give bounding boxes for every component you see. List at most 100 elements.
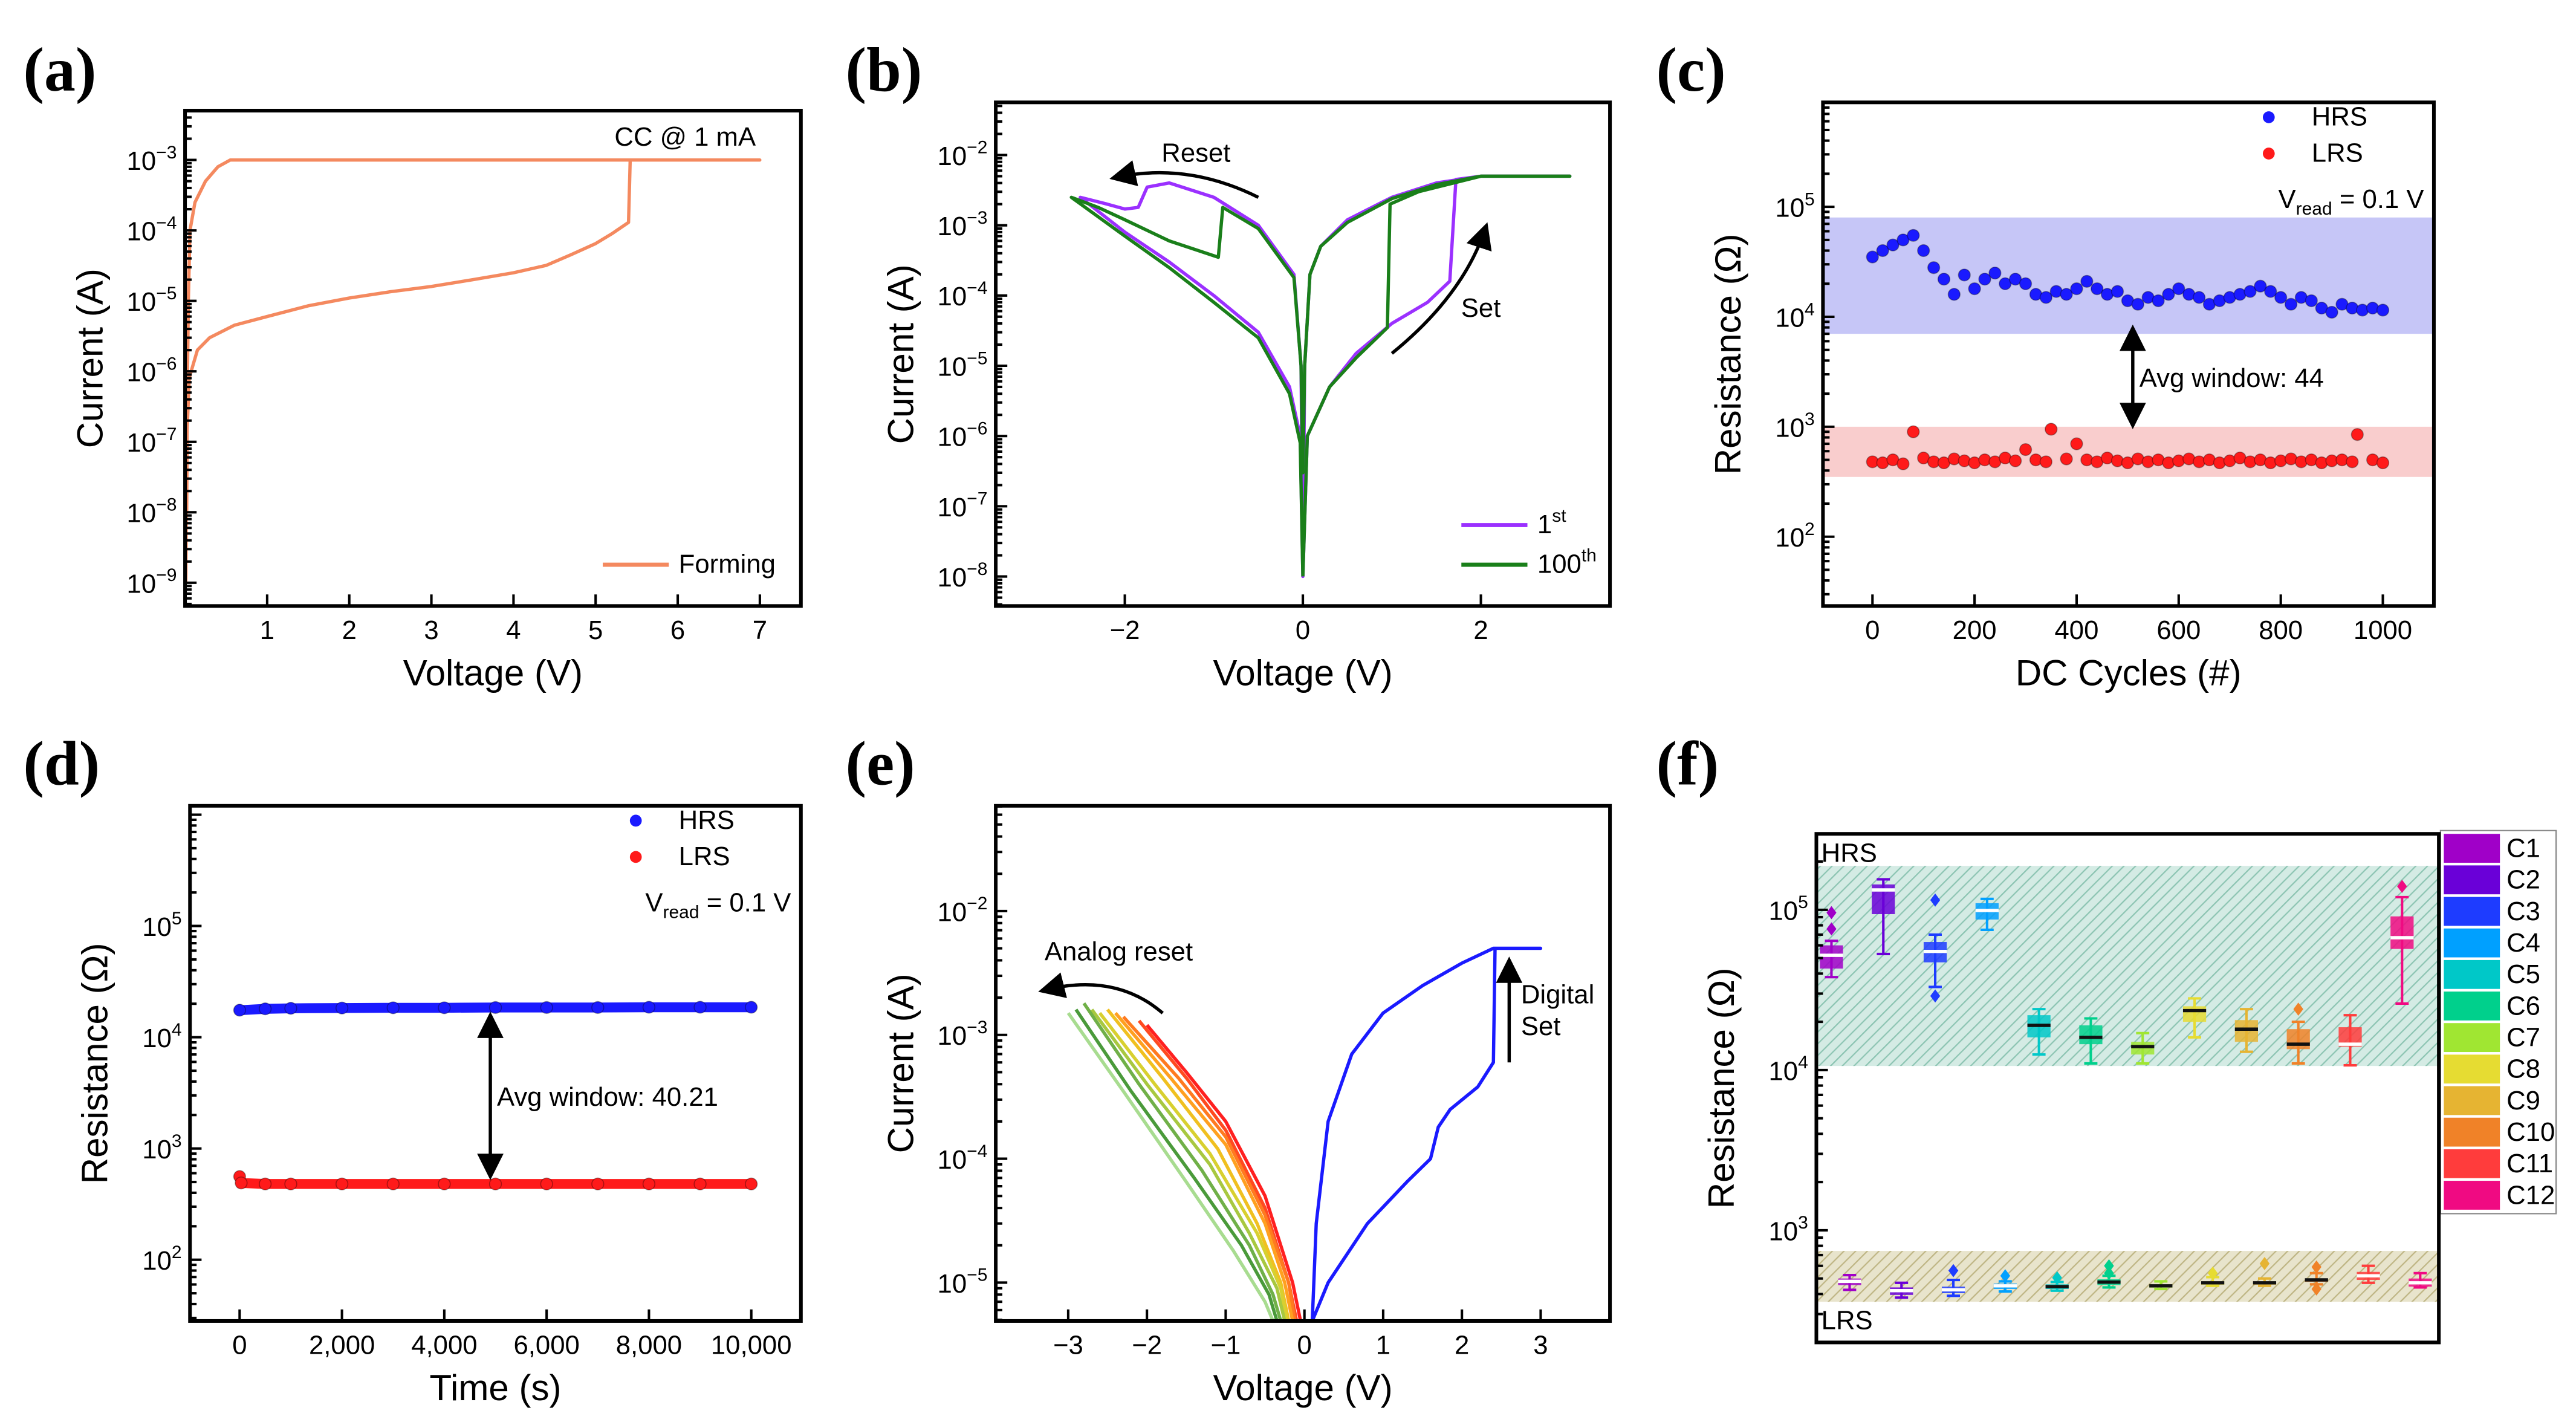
- data-point: [2351, 428, 2364, 441]
- legend-swatch: [2444, 834, 2500, 863]
- panel-label: (c): [1656, 36, 1726, 105]
- data-point: [1978, 273, 1991, 286]
- data-point: [745, 1001, 758, 1014]
- plot-frame: [994, 803, 1612, 1323]
- series-line: [1090, 1008, 1286, 1321]
- panel-b: (b) 10−8 10−7 10−6 10−5 10−4 10−3 10−2 −2 0 2 Volta…: [846, 36, 1612, 693]
- legend-label: C10: [2506, 1117, 2555, 1147]
- avg-window-label: Avg window: 40.21: [497, 1082, 718, 1112]
- lrs-C4-outlier: [2000, 1269, 2011, 1283]
- data-point: [335, 1001, 349, 1014]
- data-point: [1927, 261, 1941, 274]
- legend-label: HRS: [679, 805, 735, 835]
- y-tick-label: 10−6: [127, 354, 177, 387]
- annotation: Digital: [1521, 979, 1594, 1009]
- y-tick-label: 10−4: [127, 213, 177, 246]
- data-point: [259, 1177, 272, 1190]
- series-line: [185, 158, 762, 583]
- x-tick-label: −2: [1132, 1331, 1162, 1360]
- data-point: [2080, 274, 2094, 288]
- x-tick-label: −2: [1110, 615, 1140, 645]
- data-point: [284, 1177, 297, 1190]
- hrs-C12-box: [2390, 916, 2414, 949]
- data-point: [591, 1177, 605, 1190]
- data-point: [235, 1177, 248, 1190]
- x-tick-label: 6,000: [514, 1331, 580, 1360]
- y-tick-label: 10−5: [127, 284, 177, 317]
- data-point: [2039, 291, 2052, 304]
- data-point: [2376, 456, 2390, 470]
- x-tick-label: 1: [260, 615, 274, 645]
- legend-label: 100th: [1537, 546, 1597, 579]
- y-axis-label: Resistance (Ω): [75, 943, 115, 1184]
- panel-a: (a) 10−9 10−8 10−7 10−6 10−5 10−4 10−3 1 2 3 4 5 6 7 Vo…: [23, 36, 803, 693]
- data-point: [2019, 277, 2033, 290]
- x-tick-label: 2: [1473, 615, 1488, 645]
- y-tick-label: 10−4: [938, 278, 988, 311]
- y-tick-label: 10−2: [938, 894, 988, 927]
- x-axis-label: Voltage (V): [403, 652, 583, 693]
- legend-label: C8: [2506, 1054, 2540, 1084]
- legend-label: LRS: [679, 842, 730, 871]
- lrs-C5-outlier: [2052, 1271, 2062, 1285]
- data-point: [284, 1002, 297, 1015]
- panel-label: (a): [23, 36, 96, 105]
- data-point: [642, 1001, 656, 1014]
- legend-label: 1st: [1537, 506, 1566, 539]
- data-point: [745, 1177, 758, 1190]
- data-point: [1886, 238, 1900, 252]
- lrs-C10-outlier: [2311, 1282, 2321, 1296]
- y-tick-label: 105: [142, 909, 181, 942]
- lrs-C9-outlier: [2259, 1257, 2270, 1270]
- data-point: [2131, 297, 2144, 311]
- analog-reset-arrow: [1038, 972, 1164, 1014]
- x-tick-label: 3: [424, 615, 438, 645]
- panel-c: (c) 102 103 104 105 0 200 400 600 800 1000 DC Cycle…: [1656, 36, 2436, 693]
- hrs-C3-outlier: [1930, 989, 1941, 1003]
- data-point: [1866, 250, 1879, 264]
- data-point: [488, 1001, 502, 1014]
- legend-marker: [2262, 148, 2275, 160]
- data-point: [259, 1002, 272, 1016]
- series-line: [1098, 1011, 1289, 1321]
- legend-label: HRS: [2312, 102, 2367, 132]
- series-line: [1074, 1008, 1279, 1321]
- x-tick-label: 600: [2156, 615, 2201, 645]
- x-tick-label: 2,000: [309, 1331, 375, 1360]
- data-point: [2045, 423, 2058, 436]
- data-point: [2172, 282, 2185, 296]
- data-point: [2376, 304, 2390, 317]
- legend-swatch: [2444, 959, 2500, 989]
- legend-swatch: [2444, 1181, 2500, 1210]
- x-axis-label: Voltage (V): [1213, 1368, 1392, 1408]
- y-tick-label: 10−7: [127, 424, 177, 458]
- legend-swatch: [2444, 992, 2500, 1021]
- y-tick-label: 10−3: [938, 1018, 988, 1051]
- data-point: [2060, 288, 2073, 301]
- annotation: Set: [1461, 293, 1501, 323]
- x-tick-label: 0: [232, 1331, 247, 1360]
- y-tick-label: 102: [1775, 519, 1814, 553]
- legend-marker: [2262, 111, 2275, 123]
- data-point: [1896, 233, 1910, 247]
- window-band: [1816, 866, 2439, 1066]
- x-tick-label: 2: [342, 615, 357, 645]
- legend-label: C4: [2506, 928, 2540, 958]
- legend-marker: [629, 851, 642, 863]
- series-line: [1114, 1011, 1294, 1321]
- data-point: [2254, 279, 2267, 293]
- data-point: [2315, 301, 2328, 315]
- data-point: [2284, 297, 2298, 311]
- y-tick-label: 10−3: [938, 208, 988, 241]
- data-point: [1988, 266, 2002, 280]
- y-tick-label: 10−8: [938, 559, 988, 592]
- data-point: [386, 1001, 400, 1014]
- panel-d: (d) 102 103 104 105 0 2,000 4,000 6,000 8,000 10,0…: [23, 729, 803, 1408]
- legend-label: C3: [2506, 897, 2540, 926]
- x-tick-label: 4,000: [411, 1331, 477, 1360]
- y-tick-label: 10−6: [938, 418, 988, 452]
- panel-e: (e) 10−5 10−4 10−3 10−2 −3 −2 −1 0 1 2 3 Voltage (V)…: [846, 729, 1612, 1408]
- data-point: [2192, 291, 2206, 304]
- y-tick-label: 10−4: [938, 1141, 988, 1175]
- y-tick-label: 103: [142, 1131, 181, 1164]
